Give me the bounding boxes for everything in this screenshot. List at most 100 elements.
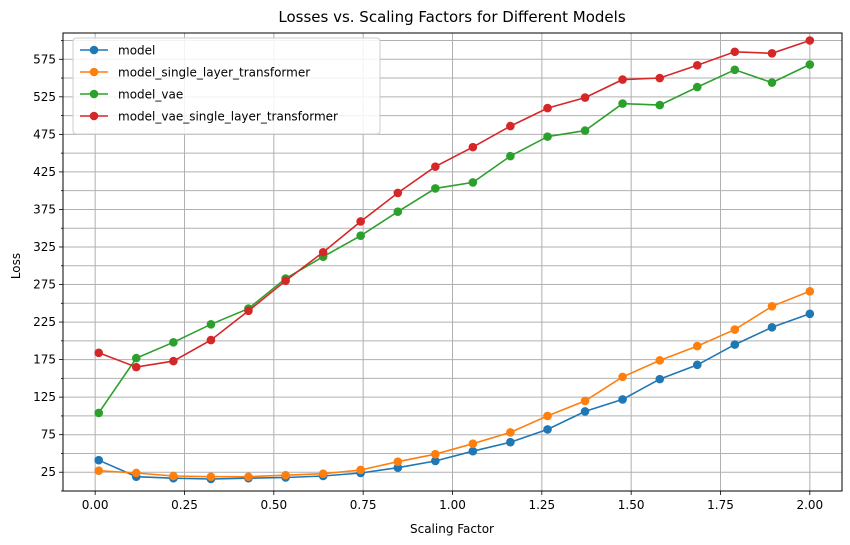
legend-label: model_vae xyxy=(118,88,183,102)
data-point xyxy=(431,184,440,193)
x-tick-label: 0.25 xyxy=(171,498,198,512)
data-point xyxy=(94,455,104,465)
axis-ticks: 25 75 125 175 225 275 325 375 425 475 525 575 0.00 0.… xyxy=(33,40,823,512)
y-tick-label: 75 xyxy=(41,428,56,442)
series-line xyxy=(98,290,811,478)
data-point xyxy=(655,374,665,384)
x-tick-label: 0.75 xyxy=(350,498,377,512)
x-tick-label: 0.00 xyxy=(82,498,109,512)
x-tick-label: 1.25 xyxy=(528,498,555,512)
data-point xyxy=(692,341,702,351)
series-model_vae xyxy=(94,60,815,418)
series-line xyxy=(98,63,811,414)
x-tick-label: 1.00 xyxy=(439,498,466,512)
data-point xyxy=(206,320,216,329)
data-point xyxy=(393,457,403,467)
data-point xyxy=(94,348,104,358)
y-tick-label: 25 xyxy=(41,465,56,479)
data-point xyxy=(318,247,328,257)
data-point xyxy=(393,207,403,216)
data-point xyxy=(618,99,627,108)
data-point xyxy=(767,78,777,87)
x-tick-label: 2.00 xyxy=(796,498,823,512)
data-point xyxy=(506,121,515,131)
legend-item: model_single_layer_transformer xyxy=(80,66,310,80)
data-point xyxy=(468,142,478,152)
data-point xyxy=(206,472,216,482)
y-tick-label: 125 xyxy=(33,390,56,404)
data-point xyxy=(169,471,178,481)
data-point xyxy=(655,356,665,365)
y-tick-label: 175 xyxy=(33,353,56,367)
legend: model model_single_layer_transformermodel… xyxy=(72,37,381,135)
data-point xyxy=(393,188,403,198)
data-point xyxy=(281,470,290,480)
data-point xyxy=(580,396,590,406)
series-group xyxy=(94,36,815,484)
series-model xyxy=(94,309,815,484)
data-point xyxy=(431,449,440,459)
x-tick-label: 1.50 xyxy=(618,498,645,512)
y-tick-label: 475 xyxy=(33,127,56,141)
data-point xyxy=(131,468,141,478)
legend-item: model xyxy=(80,44,155,58)
data-point xyxy=(580,407,590,416)
data-point xyxy=(543,411,552,421)
data-point xyxy=(543,103,552,113)
data-point xyxy=(730,340,740,349)
data-point xyxy=(244,472,253,482)
data-point xyxy=(356,217,365,226)
data-point xyxy=(618,372,627,382)
legend-label: model xyxy=(118,44,155,58)
y-tick-label: 375 xyxy=(33,202,56,216)
data-point xyxy=(206,335,216,345)
data-point xyxy=(805,60,815,69)
data-point xyxy=(543,425,552,434)
data-point xyxy=(94,466,104,476)
x-tick-label: 0.50 xyxy=(260,498,287,512)
legend-marker xyxy=(89,45,99,55)
data-point xyxy=(618,395,627,404)
data-point xyxy=(805,286,815,296)
data-point xyxy=(655,73,665,83)
data-point xyxy=(169,338,178,347)
data-point xyxy=(730,65,740,75)
data-point xyxy=(618,75,627,84)
data-point xyxy=(169,356,178,366)
data-point xyxy=(692,60,702,70)
x-tick-label: 1.75 xyxy=(707,498,734,512)
y-tick-label: 575 xyxy=(33,52,56,66)
data-point xyxy=(356,465,365,475)
legend-marker xyxy=(89,89,99,99)
data-point xyxy=(692,360,702,370)
data-point xyxy=(431,456,440,466)
data-point xyxy=(431,162,440,171)
data-point xyxy=(468,446,478,456)
data-point xyxy=(805,309,815,319)
data-point xyxy=(655,100,665,110)
data-point xyxy=(131,353,141,363)
y-tick-label: 325 xyxy=(33,240,56,254)
data-point xyxy=(580,126,590,135)
data-point xyxy=(131,362,141,372)
legend-marker xyxy=(89,111,99,121)
y-tick-label: 525 xyxy=(33,90,56,104)
data-point xyxy=(730,47,740,57)
y-axis-label: Loss xyxy=(9,253,23,279)
data-point xyxy=(543,132,552,141)
y-tick-label: 225 xyxy=(33,315,56,329)
x-axis-label: Scaling Factor xyxy=(410,522,494,536)
data-point xyxy=(244,306,253,316)
series-line xyxy=(98,39,811,368)
series-model_vae_single_layer_transformer xyxy=(94,36,815,372)
data-point xyxy=(767,323,777,332)
data-point xyxy=(356,231,365,241)
legend-item: model_vae xyxy=(80,88,183,102)
series-line xyxy=(98,313,811,480)
data-point xyxy=(767,48,777,58)
data-point xyxy=(805,36,815,45)
legend-label: model_single_layer_transformer xyxy=(118,66,310,80)
y-tick-label: 425 xyxy=(33,165,56,179)
y-tick-label: 275 xyxy=(33,278,56,292)
data-point xyxy=(94,408,104,418)
